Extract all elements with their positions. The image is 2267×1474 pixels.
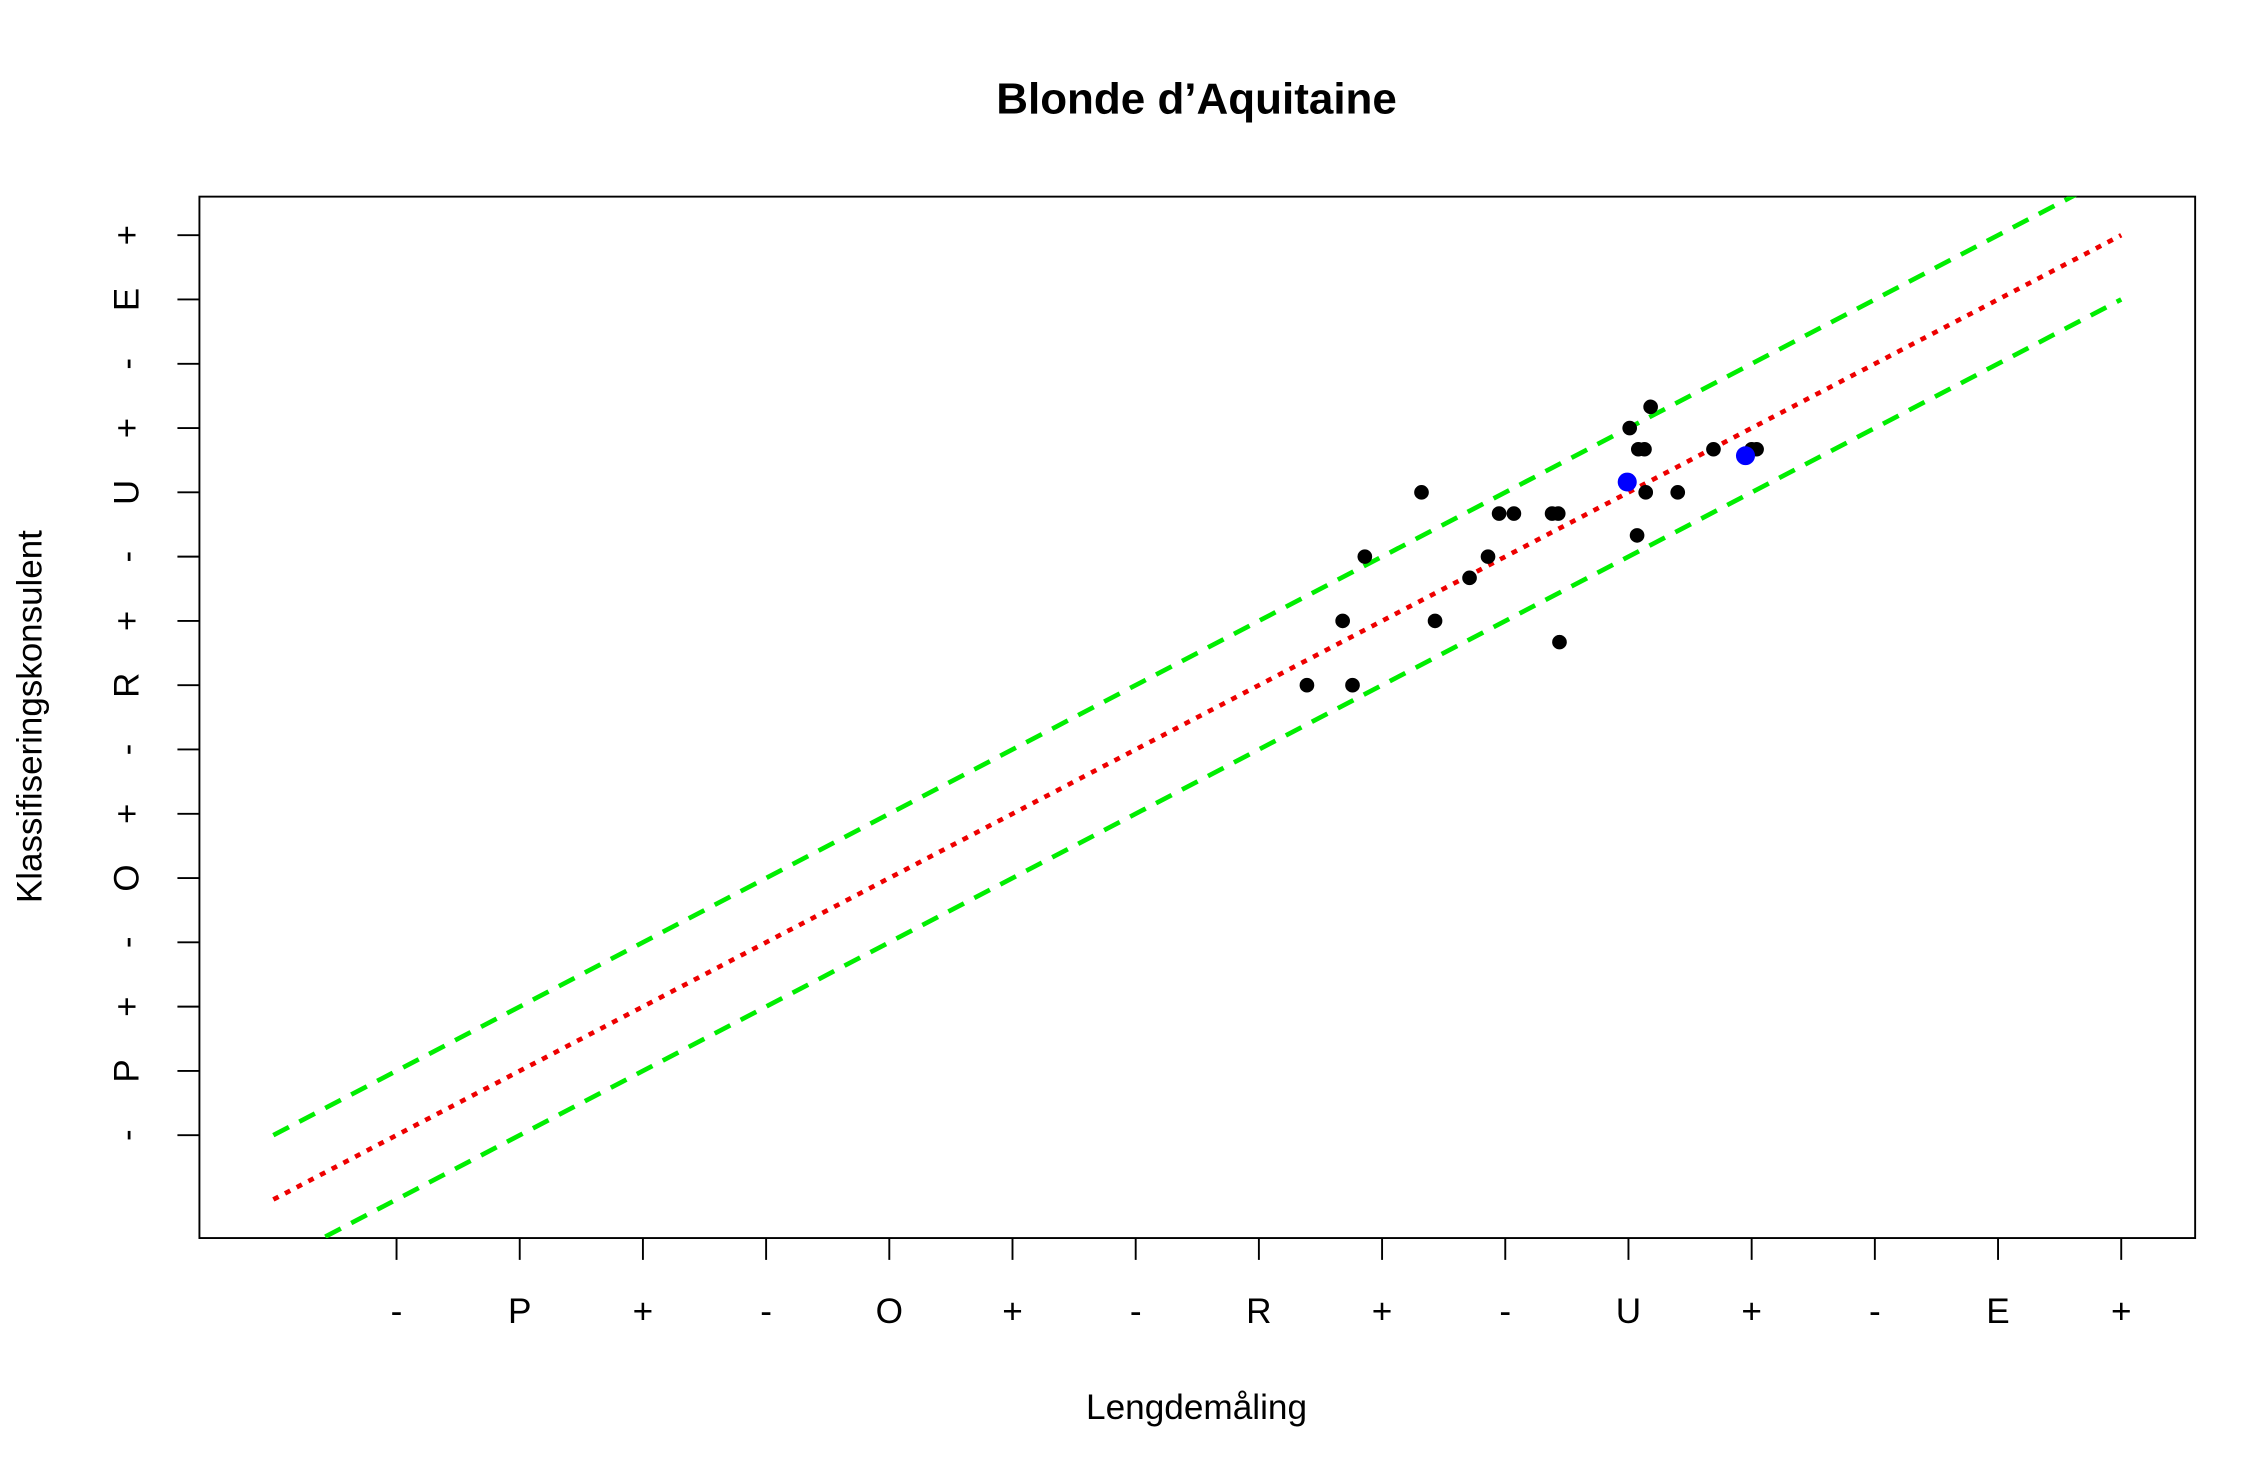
- line: [272, 196, 2077, 1138]
- point: [1638, 485, 1654, 500]
- x-tick-label: +: [1372, 1292, 1393, 1331]
- point: [1637, 441, 1652, 457]
- line: [272, 233, 2123, 1202]
- y-tick-label: P: [107, 1059, 146, 1082]
- x-tick-label: E: [1986, 1292, 2009, 1331]
- point: [1706, 441, 1721, 457]
- x-tick-label: -: [1499, 1292, 1511, 1331]
- y-tick-label: +: [107, 225, 146, 245]
- point: [1643, 399, 1658, 415]
- point: [1299, 677, 1315, 693]
- y-tick-label: E: [107, 288, 146, 311]
- point: [1552, 634, 1567, 650]
- point: [1414, 485, 1429, 500]
- x-axis-label: Lengdemåling: [1086, 1388, 1307, 1427]
- chart-title: Blonde d’Aquitaine: [996, 75, 1397, 124]
- point: [1550, 506, 1566, 521]
- point: [1357, 549, 1373, 564]
- y-tick-label: +: [107, 996, 146, 1016]
- y-tick-label: -: [107, 358, 146, 370]
- point: [1506, 506, 1522, 521]
- point: [1335, 613, 1350, 629]
- y-tick-label: +: [107, 804, 146, 824]
- plot-area: [272, 196, 2123, 1239]
- x-tick-label: -: [1869, 1292, 1881, 1331]
- plot-frame: [198, 195, 2197, 1239]
- y-tick-label: +: [107, 611, 146, 631]
- x-tick-label: +: [1002, 1292, 1023, 1331]
- point: [1622, 420, 1638, 436]
- x-tick-label: +: [2111, 1292, 2132, 1331]
- x-tick-label: +: [633, 1292, 654, 1331]
- y-tick-label: -: [107, 1129, 146, 1141]
- x-tick-label: O: [876, 1292, 903, 1331]
- x-tick-label: -: [391, 1292, 403, 1331]
- x-tick-label: -: [1130, 1292, 1142, 1331]
- y-tick-label: -: [107, 744, 146, 756]
- point: [1462, 570, 1477, 586]
- x-tick-label: P: [508, 1292, 531, 1331]
- point: [1629, 528, 1645, 543]
- point: [1617, 472, 1637, 492]
- x-tick-label: U: [1616, 1292, 1641, 1331]
- point: [1735, 446, 1756, 466]
- y-tick-label: +: [107, 418, 146, 438]
- y-tick-label: U: [107, 480, 146, 505]
- point: [1427, 613, 1443, 629]
- y-tick-label: -: [107, 551, 146, 563]
- point: [1345, 677, 1360, 693]
- y-tick-label: -: [107, 937, 146, 949]
- line: [317, 297, 2123, 1239]
- y-tick-label: R: [107, 673, 146, 698]
- point: [1480, 549, 1496, 564]
- y-axis-label: Klassifiseringskonsulent: [10, 530, 49, 903]
- y-tick-label: O: [107, 864, 146, 891]
- x-tick-label: R: [1246, 1292, 1271, 1331]
- x-tick-label: -: [760, 1292, 772, 1331]
- point: [1491, 506, 1507, 521]
- point: [1670, 485, 1686, 500]
- x-tick-label: +: [1741, 1292, 1762, 1331]
